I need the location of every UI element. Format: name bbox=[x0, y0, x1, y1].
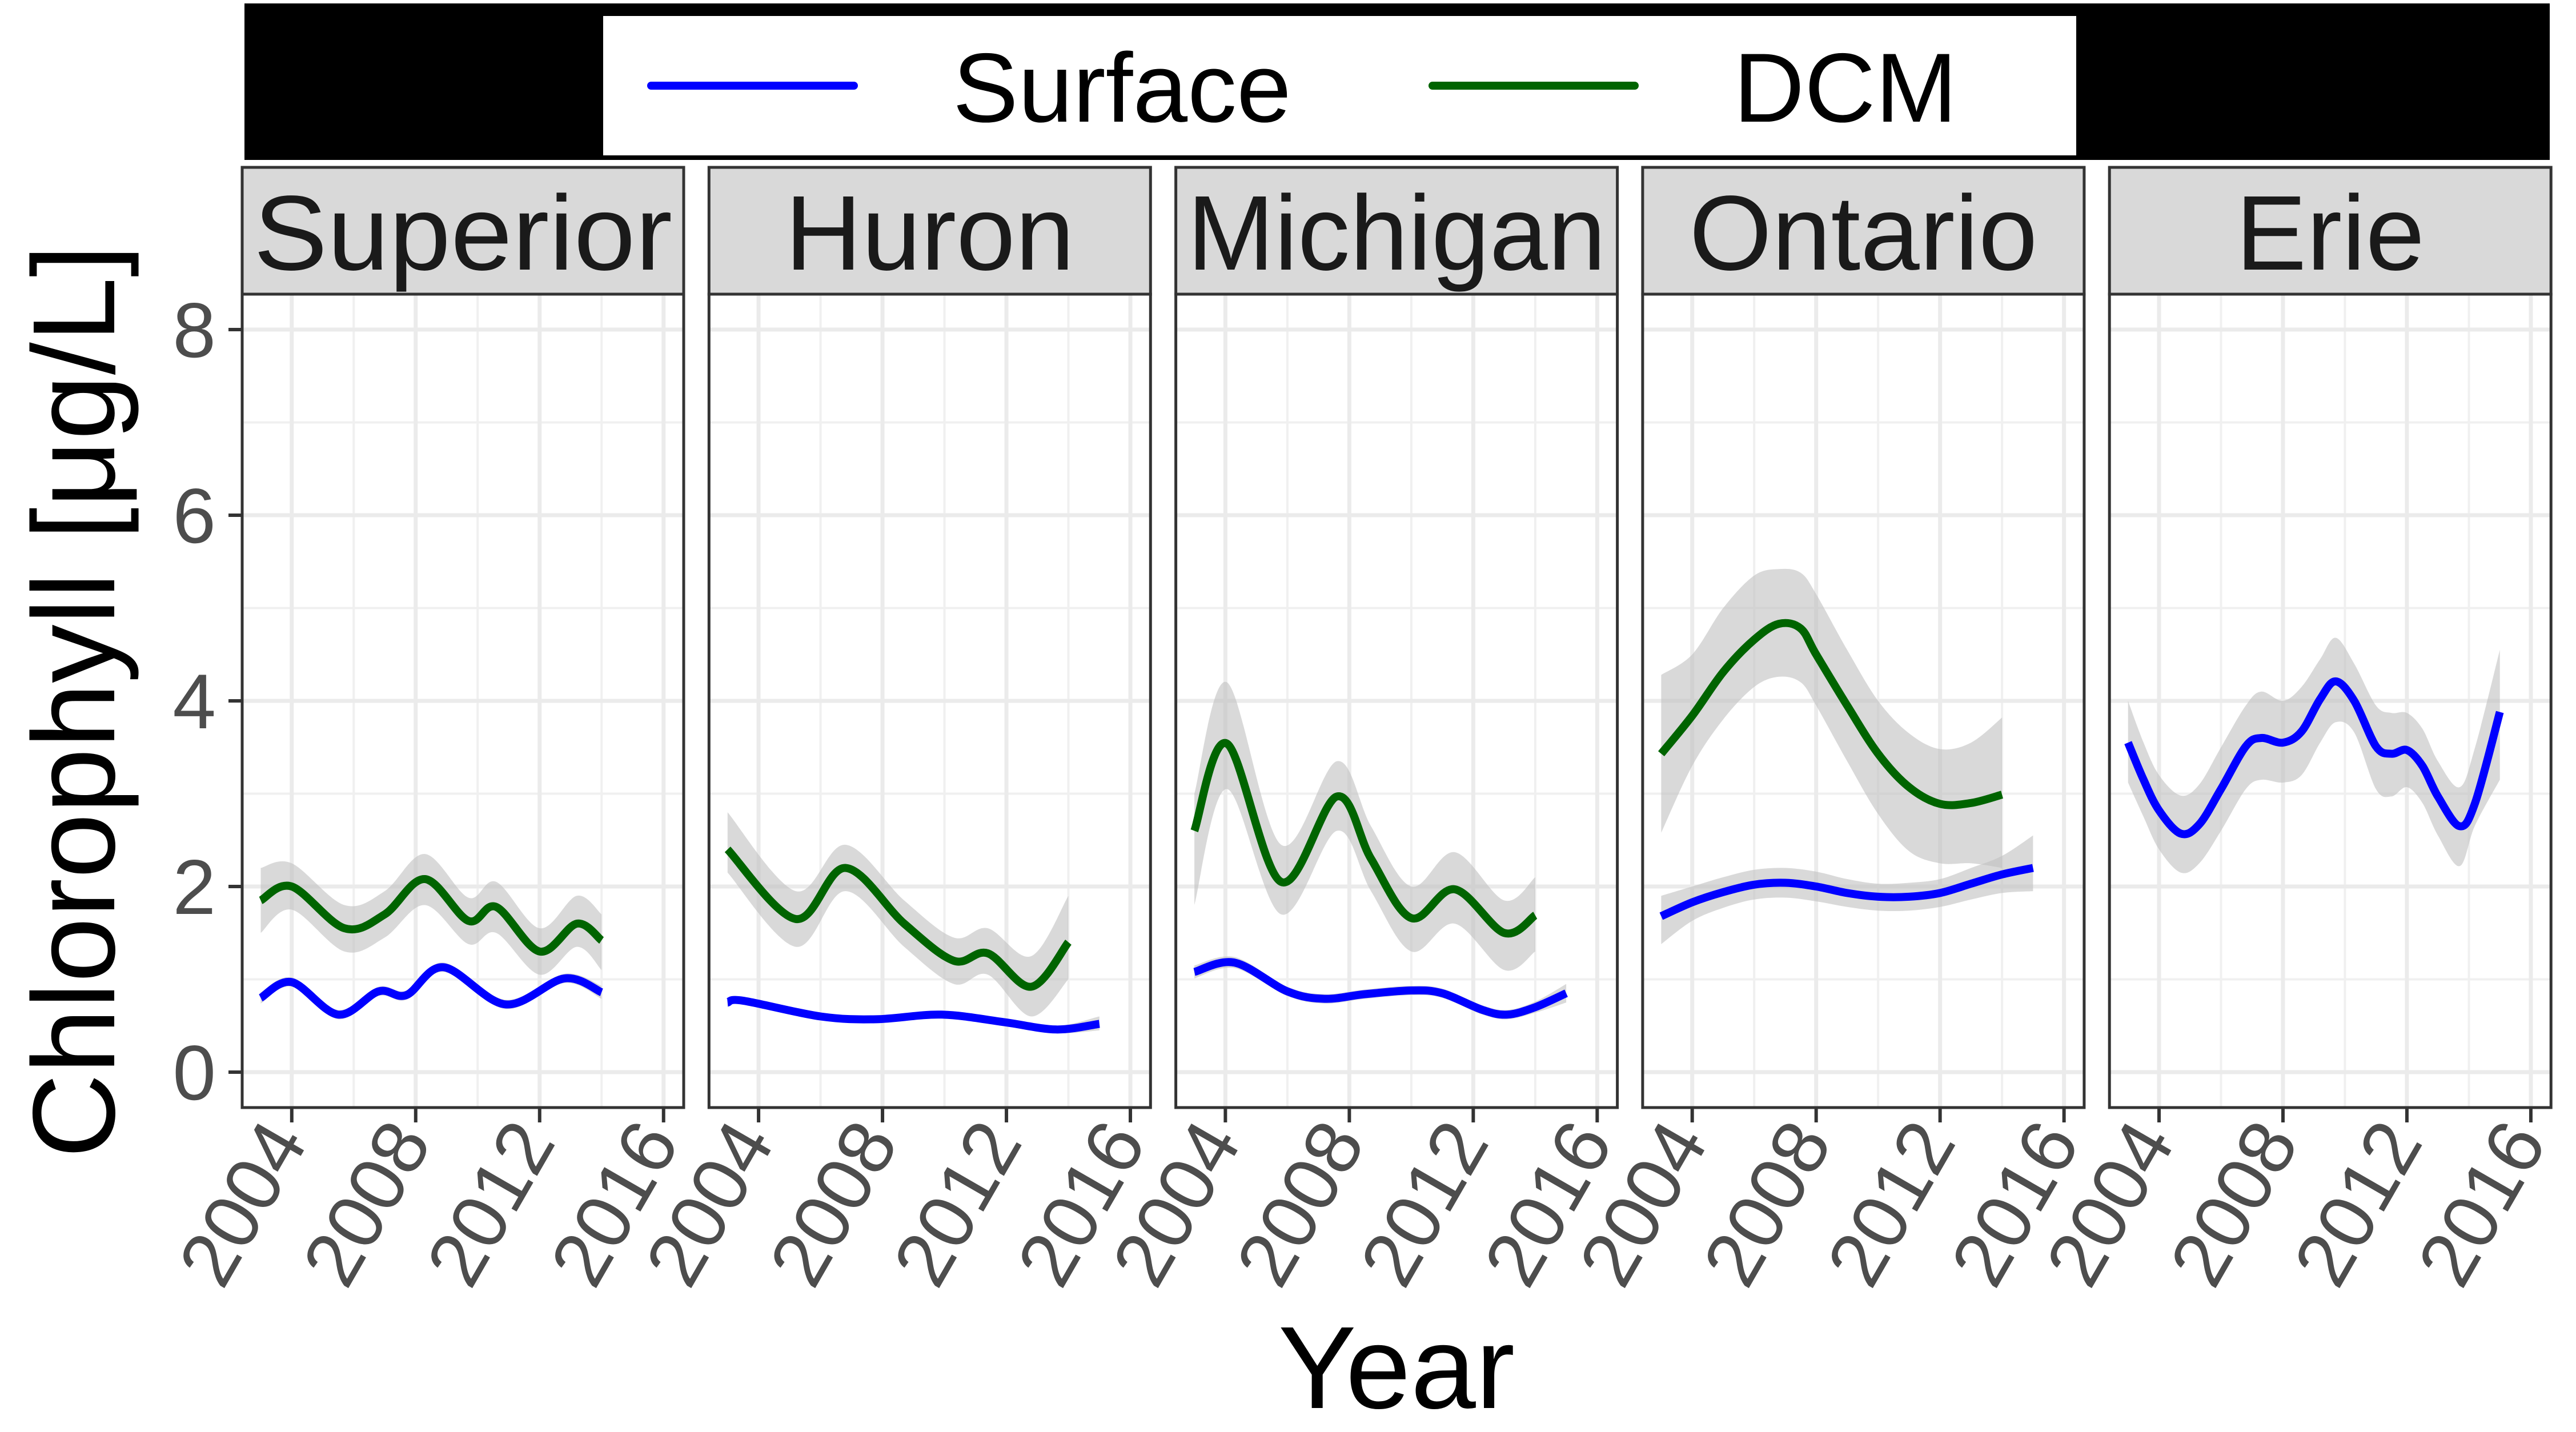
y-axis-title: Chlorophyll [μg/L] bbox=[9, 244, 139, 1158]
strip-superior bbox=[240, 166, 685, 296]
legend-label-dcm: DCM bbox=[1734, 33, 1957, 143]
series-layer bbox=[724, 812, 1100, 1034]
strip-michigan bbox=[1174, 166, 1619, 296]
strip-label-erie: Erie bbox=[2236, 174, 2425, 292]
line-dcm-michigan bbox=[1190, 739, 1538, 938]
strip-ontario bbox=[1641, 166, 2086, 296]
strip-label-ontario: Ontario bbox=[1689, 174, 2037, 292]
series-layer bbox=[1190, 681, 1568, 1020]
y-tick-label: 6 bbox=[172, 472, 216, 559]
y-tick-label: 0 bbox=[172, 1029, 216, 1116]
gridlines bbox=[2109, 294, 2551, 1108]
line-surface-michigan bbox=[1193, 958, 1568, 1019]
series-layer bbox=[258, 854, 604, 1020]
line-surface-ontario bbox=[1659, 864, 2034, 920]
ribbon-surface-erie bbox=[2128, 637, 2500, 873]
y-tick-label: 8 bbox=[172, 287, 216, 374]
strip-label-huron: Huron bbox=[785, 174, 1074, 292]
legend-label-surface: Surface bbox=[953, 33, 1291, 143]
series-layer bbox=[2124, 637, 2504, 873]
ribbon-dcm-superior bbox=[260, 854, 602, 975]
line-dcm-huron bbox=[724, 847, 1072, 991]
strip-label-michigan: Michigan bbox=[1187, 174, 1606, 292]
legend: Surface DCM bbox=[244, 3, 2550, 160]
series-layer bbox=[1658, 568, 2034, 944]
gridlines bbox=[709, 294, 1151, 1108]
strip-huron bbox=[707, 166, 1152, 296]
x-axis-title: Year bbox=[1278, 1302, 1515, 1432]
strip-label-superior: Superior bbox=[254, 174, 672, 292]
line-surface-erie bbox=[2124, 677, 2504, 839]
y-axis: 0 2 4 6 8 bbox=[172, 287, 242, 1116]
gridlines bbox=[1175, 294, 1618, 1108]
line-surface-huron bbox=[725, 996, 1100, 1034]
y-tick-label: 4 bbox=[172, 658, 216, 745]
line-surface-superior bbox=[258, 963, 604, 1019]
line-dcm-ontario bbox=[1658, 619, 2004, 809]
ribbon-dcm-michigan bbox=[1194, 681, 1535, 971]
facet-panels: Superior2004200820122016Huron20042008201… bbox=[162, 166, 2562, 1300]
y-tick-label: 2 bbox=[172, 844, 216, 930]
strip-erie bbox=[2108, 166, 2553, 296]
line-dcm-superior bbox=[258, 875, 604, 956]
